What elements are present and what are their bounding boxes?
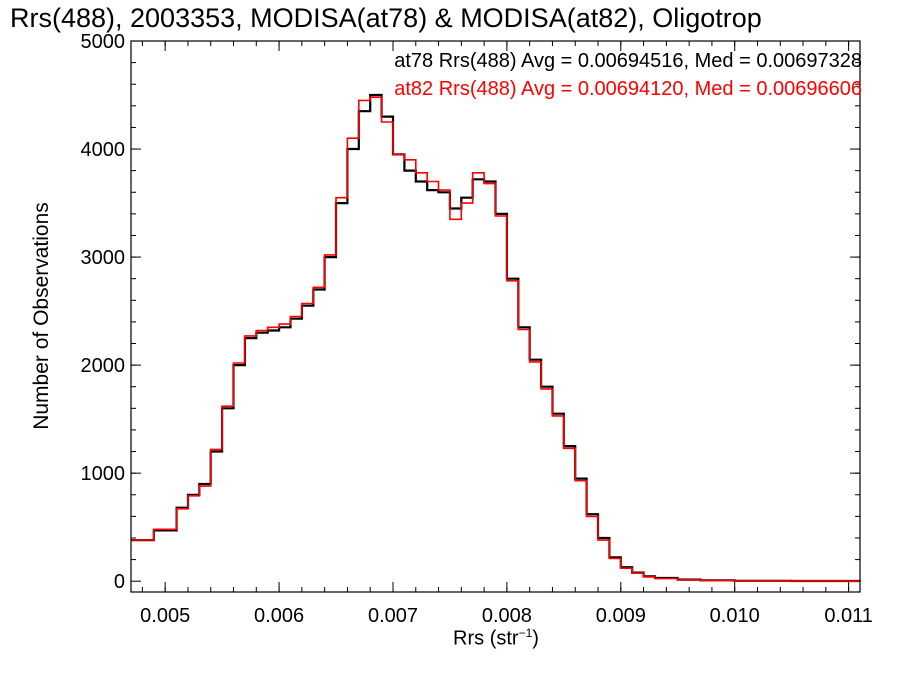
y-tick-label: 1000 [81,463,126,485]
series-lines [131,93,862,583]
series-at78-line [131,93,862,583]
plot-frame [130,40,861,593]
legend-at78: at78 Rrs(488) Avg = 0.00694516, Med = 0.… [394,50,862,72]
x-tick-label: 0.006 [254,605,304,627]
y-axis-label: Number of Observations [30,202,53,430]
x-tick-label: 0.011 [824,605,873,627]
x-tick-label: 0.008 [482,605,532,627]
x-tick-label: 0.005 [140,605,190,627]
x-axis-label-exponent: −1 [518,626,533,640]
x-axis-label-main: Rrs (str [453,627,519,650]
axis-ticks [131,40,860,592]
x-tick-label: 0.010 [710,605,760,627]
series-at82-line [131,96,860,582]
y-tick-label: 4000 [81,139,126,161]
x-axis-label: Rrs (str−1) [453,626,539,651]
axis-tick-labels: 0.005 0.006 0.007 0.008 0.009 0.010 0.011 0 1000… [81,31,873,627]
x-axis-label-close: ) [532,627,539,650]
legend-at82: at82 Rrs(488) Avg = 0.00694120, Med = 0.… [394,78,862,100]
x-tick-label: 0.007 [368,605,418,627]
y-tick-label: 5000 [81,31,126,53]
y-tick-label: 3000 [81,247,126,269]
y-tick-label: 0 [114,571,125,593]
x-tick-label: 0.009 [596,605,646,627]
chart-title: Rrs(488), 2003353, MODISA(at78) & MODISA… [10,3,762,33]
y-tick-label: 2000 [81,355,126,377]
